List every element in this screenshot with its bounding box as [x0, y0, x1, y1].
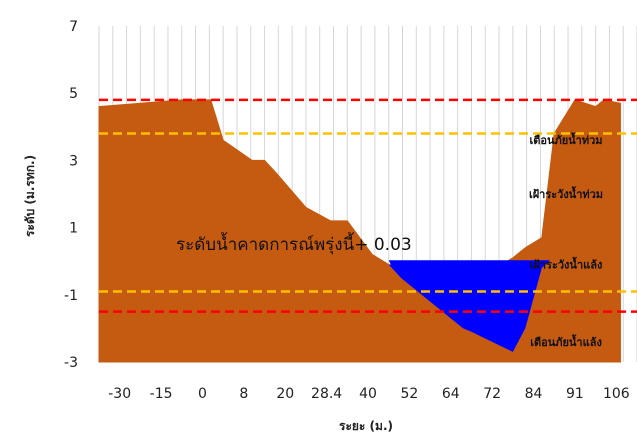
water-layer: [388, 260, 551, 352]
x-tick-label: 20: [276, 386, 294, 402]
zone-label: เตือนภัยน้ำแล้ง: [530, 334, 602, 349]
zone-label: เฝ้าระวังน้ำแล้ง: [530, 257, 603, 272]
y-tick-label: 7: [69, 19, 78, 35]
y-tick-label: -3: [64, 355, 78, 371]
y-tick-label: 1: [69, 221, 78, 237]
x-tick-label: 72: [483, 386, 501, 402]
x-tick-label: 91: [566, 386, 584, 402]
x-tick-label: 0: [198, 386, 207, 402]
x-tick-label: 84: [525, 386, 543, 402]
y-tick-label: 3: [69, 153, 78, 169]
x-axis-ticks: -30 -15 0 8 20 28.4 40 52 64 72 84 91 106: [108, 386, 630, 402]
x-tick-label: -15: [150, 386, 173, 402]
x-tick-label: 40: [359, 386, 377, 402]
x-tick-label: 52: [400, 386, 418, 402]
x-tick-label: -30: [108, 386, 131, 402]
y-axis-ticks: 7 5 3 1 -1 -3: [64, 19, 78, 371]
x-tick-label: 64: [442, 386, 460, 402]
y-tick-label: -1: [64, 288, 78, 304]
x-tick-label: 8: [239, 386, 248, 402]
zone-labels: เตือนภัยน้ำท่วมเฝ้าระวังน้ำท่วมเฝ้าระวัง…: [529, 132, 603, 349]
y-axis-title: ระดับ (ม.รทก.): [23, 155, 37, 237]
water-area: [388, 260, 551, 352]
x-tick-label: 28.4: [311, 386, 342, 402]
y-tick-label: 5: [69, 86, 78, 102]
x-axis-title: ระยะ (ม.): [339, 419, 393, 433]
zone-label: เฝ้าระวังน้ำท่วม: [529, 186, 603, 201]
zone-label: เตือนภัยน้ำท่วม: [529, 132, 602, 147]
forecast-label: ระดับน้ำคาดการณ์พรุ่งนี้+ 0.03: [176, 232, 412, 255]
x-tick-label: 106: [603, 386, 630, 402]
threshold-layer: [99, 98, 637, 313]
